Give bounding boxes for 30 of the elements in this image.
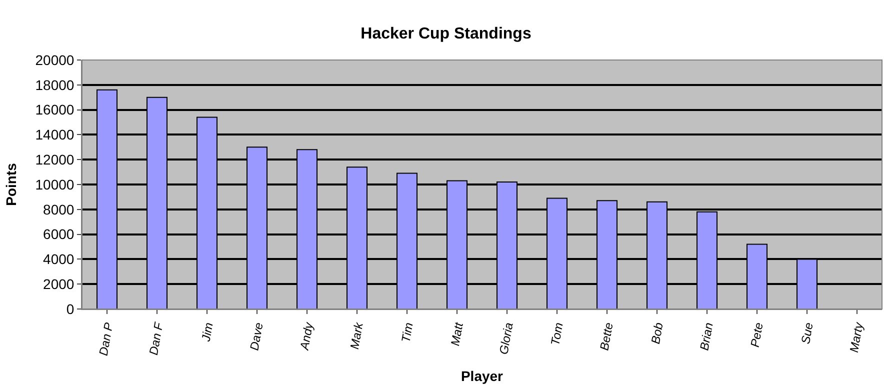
- x-tick-label: Pete: [748, 321, 766, 348]
- x-tick-label: Mark: [347, 320, 366, 350]
- x-tick-label: Gloria: [496, 321, 516, 356]
- x-tick-label: Tim: [398, 322, 416, 344]
- x-tick-label: Sue: [798, 321, 816, 345]
- x-tick-label: Dave: [247, 321, 266, 352]
- y-tick-label: 20000: [35, 52, 74, 68]
- x-tick-label: Bette: [597, 321, 616, 352]
- x-tick-label: Matt: [448, 320, 466, 347]
- x-axis-title: Player: [460, 368, 504, 384]
- y-tick-label: 18000: [35, 76, 74, 93]
- y-axis-title: Points: [2, 162, 19, 206]
- y-tick-label: 0: [66, 300, 74, 317]
- y-tick-label: 16000: [35, 102, 74, 118]
- x-tick-label: Bob: [648, 321, 666, 345]
- y-tick-label: 12000: [35, 152, 74, 168]
- y-tick-label: 10000: [35, 176, 74, 192]
- x-tick-label: Dan F: [146, 320, 166, 356]
- x-tick-label: Andy: [297, 320, 316, 352]
- x-tick-label: Tom: [548, 322, 566, 347]
- x-tick-label: Brian: [697, 321, 716, 352]
- x-tick-label: Jim: [198, 322, 216, 344]
- y-tick-label: 14000: [35, 126, 74, 143]
- y-tick-label: 2000: [43, 276, 74, 292]
- y-tick-label: 6000: [43, 226, 74, 242]
- y-tick-label: 4000: [43, 251, 74, 268]
- x-tick-label: Dan P: [96, 322, 116, 357]
- y-tick-label: 8000: [43, 201, 74, 218]
- chart-title: Hacker Cup Standings: [360, 26, 532, 43]
- x-tick-label: Marty: [846, 320, 866, 354]
